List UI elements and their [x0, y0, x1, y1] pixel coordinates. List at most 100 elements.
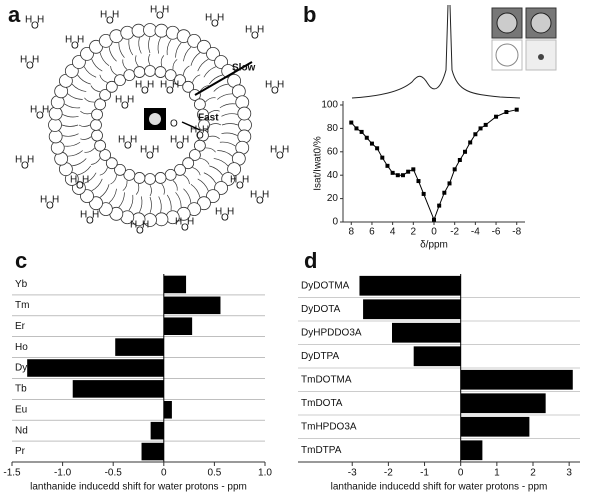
x-tick-label: 0	[161, 468, 167, 479]
water-o: O	[166, 86, 174, 97]
lipid-head	[123, 168, 136, 181]
y-tick-label: 40	[327, 170, 339, 181]
marker	[421, 191, 426, 196]
lipid-tail	[190, 183, 201, 198]
water-h: H	[150, 5, 157, 16]
water-o: O	[176, 141, 184, 152]
lipid-head	[206, 189, 220, 204]
y-tick-label: 0	[332, 217, 338, 228]
y-tick-label: 20	[327, 193, 339, 204]
water-h: H	[118, 135, 125, 146]
lipid-tail	[175, 192, 182, 208]
water-o: O	[36, 111, 44, 122]
marker	[359, 129, 364, 134]
lipid-tail	[83, 66, 97, 78]
x-axis-label: δ/ppm	[420, 240, 448, 251]
water-h: H	[65, 35, 72, 46]
lipid-head	[221, 172, 236, 186]
marker	[416, 179, 421, 184]
water-h: H	[162, 5, 169, 16]
water-o: O	[271, 86, 279, 97]
category-label: Dy	[15, 363, 27, 374]
bar	[163, 317, 193, 335]
lipid-tail	[166, 39, 172, 56]
water-h: H	[245, 25, 252, 36]
water-o: O	[71, 41, 79, 52]
water-h: H	[190, 125, 197, 136]
lipid-head	[123, 69, 136, 82]
lipid-tail	[209, 165, 223, 176]
water-h: H	[160, 80, 167, 91]
water-h: H	[265, 80, 272, 91]
water-o: O	[106, 16, 114, 27]
category-label: TmDOTMA	[301, 374, 352, 385]
x-tick-label: -2	[450, 227, 459, 238]
x-tick-label: 0	[431, 227, 437, 238]
lipid-tail	[217, 150, 233, 157]
x-tick-label: 2	[530, 468, 536, 479]
water-h: H	[205, 13, 212, 24]
category-label: TmDTPA	[301, 445, 342, 456]
lipid-head	[89, 196, 103, 211]
arrow-fast	[181, 121, 201, 131]
lipid-tail	[217, 93, 233, 100]
x-tick-label: 1	[494, 468, 500, 479]
lipid-head	[164, 69, 177, 82]
lipid-tail	[148, 53, 151, 66]
lipid-head	[237, 129, 252, 144]
lipid-head	[48, 118, 62, 132]
x-tick-label: -8	[512, 227, 521, 238]
lipid-tail	[197, 58, 209, 72]
water-h: H	[202, 125, 209, 136]
lipid-tail	[192, 167, 201, 176]
lipid-tail	[209, 123, 222, 126]
lipid-head	[48, 106, 63, 121]
lipid-head	[188, 89, 201, 101]
marker	[375, 146, 380, 151]
lipid-tail	[213, 158, 229, 167]
lipid-tail	[197, 178, 209, 191]
lipid-tail	[183, 174, 190, 185]
lipid-tail	[84, 172, 97, 184]
marker	[385, 163, 390, 168]
lipid-head	[182, 157, 195, 170]
lipid-head	[154, 212, 169, 227]
lipid-tail	[91, 59, 103, 72]
water-o: O	[181, 223, 189, 234]
lipid-tail	[122, 59, 128, 70]
category-label: Yb	[15, 279, 28, 290]
lipid-head	[133, 172, 146, 184]
lipid-head	[154, 172, 167, 184]
water-h: H	[135, 80, 142, 91]
lipid-tail	[71, 83, 87, 92]
category-label: DyDOTA	[301, 304, 341, 315]
water-h: H	[282, 145, 289, 156]
water-h: H	[257, 25, 264, 36]
line	[350, 109, 517, 222]
lipid-tail	[77, 165, 92, 176]
bar	[392, 322, 461, 343]
water-o: O	[26, 61, 34, 72]
water-h: H	[175, 217, 182, 228]
arrow-slow	[194, 61, 253, 96]
x-tick-label: -1.5	[3, 468, 21, 479]
water-o: O	[86, 216, 94, 227]
lipid-tail	[67, 93, 83, 100]
lipid-tail	[138, 37, 142, 54]
lipid-tail	[99, 184, 110, 198]
panel-letter: b	[303, 2, 316, 27]
water-h: H	[92, 210, 99, 221]
water-h: H	[15, 155, 22, 166]
marker	[395, 173, 400, 178]
category-label: DyDTPA	[301, 351, 339, 362]
panel-letter: d	[304, 248, 317, 273]
x-tick-label: 4	[390, 227, 396, 238]
lipid-tail	[221, 113, 238, 117]
marker	[406, 169, 411, 174]
bar	[460, 369, 573, 390]
category-label: Nd	[15, 425, 28, 436]
lipid-tail	[182, 65, 190, 76]
water-h: H	[77, 35, 84, 46]
water-h: H	[37, 15, 44, 26]
